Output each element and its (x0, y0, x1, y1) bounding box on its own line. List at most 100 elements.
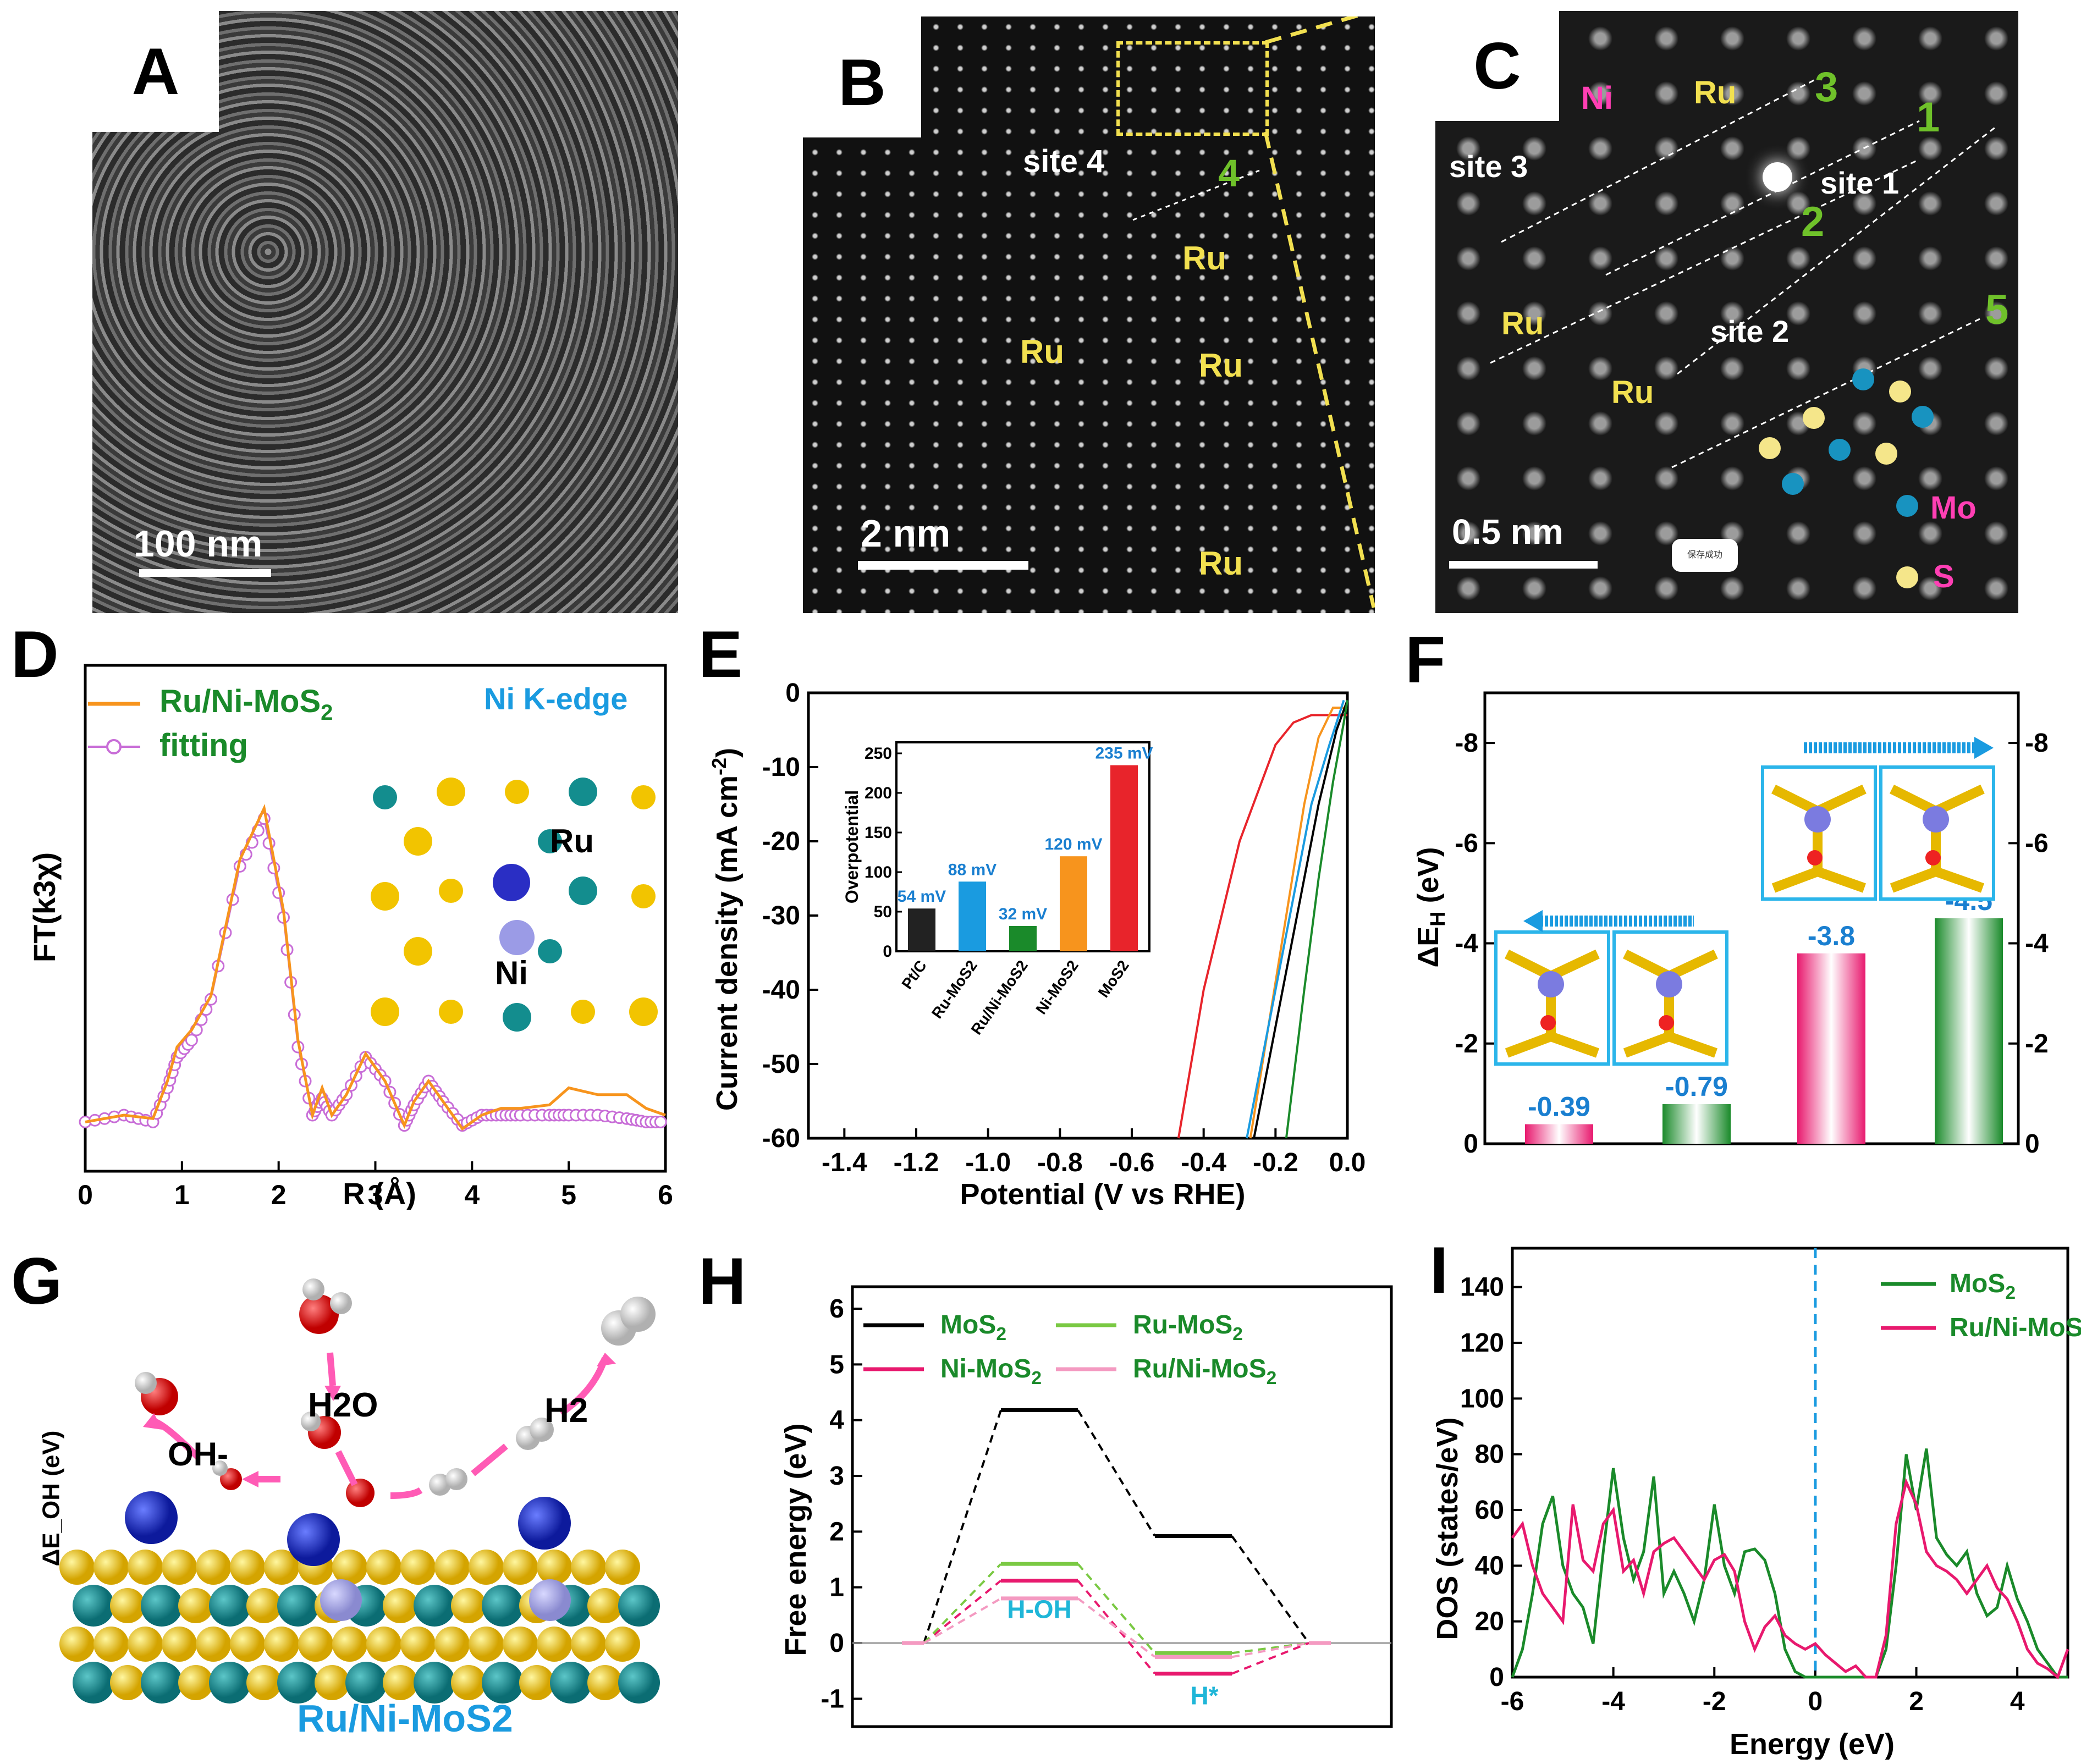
h2-atom (530, 1418, 554, 1442)
s-atom (93, 1627, 129, 1662)
s-atom (366, 1627, 401, 1662)
structure-inset (1494, 930, 1610, 1066)
mo-atom (1829, 439, 1851, 461)
h2-label: H2 (544, 1392, 588, 1430)
s-atom (110, 1588, 145, 1623)
arrow-step (471, 1443, 508, 1476)
s-atom (230, 1627, 265, 1662)
panel-label-g: G (11, 1244, 63, 1318)
s-atom (605, 1550, 640, 1585)
y-tick-label-i: 140 (1460, 1273, 1504, 1302)
y-tick-label-f-right: -8 (2025, 729, 2049, 758)
oh-h (135, 1372, 157, 1394)
s-atom (264, 1627, 299, 1662)
y-tick-label-e: -10 (762, 753, 800, 782)
inset-bar-label: 32 mV (999, 905, 1047, 923)
metal-atom (1656, 971, 1682, 997)
legend-mo-label: Mo (1930, 490, 1977, 526)
y-tick-label-f: -4 (1455, 929, 1478, 958)
x-tick-label-i: -6 (1501, 1687, 1524, 1716)
inset-bar (908, 908, 935, 951)
scale-bar-b (858, 561, 1028, 570)
y-tick-label-i: 40 (1475, 1551, 1504, 1580)
g-caption: Ru/Ni-MoS2 (297, 1697, 513, 1740)
y-tick-label-e: -50 (762, 1050, 800, 1079)
y-tick-label-i: 80 (1475, 1440, 1504, 1469)
bar-f (1935, 918, 2003, 1144)
mo-atom (1896, 495, 1918, 517)
xlabel-d: R (Å) (343, 1176, 416, 1210)
chart-e: Current density (mA cm-2) Potential (V v… (708, 679, 1366, 1210)
s-atom (196, 1627, 231, 1662)
mo-atom (141, 1585, 183, 1627)
s-atom (437, 778, 465, 806)
mo-atom (569, 877, 597, 905)
inset-bar (1009, 925, 1037, 951)
inset-category-label: MoS2 (1095, 957, 1132, 1001)
x-tick-label-d: 1 (174, 1179, 190, 1210)
s-atom (1803, 407, 1825, 429)
s-atom (537, 1627, 572, 1662)
s-atom (1889, 381, 1911, 403)
legend-i-label: Ru/Ni-MoS2 (1950, 1313, 2081, 1347)
axes-frame (1483, 691, 2020, 1145)
x-tick-label-e: -0.8 (1037, 1148, 1083, 1177)
fitting-marker (654, 1115, 667, 1128)
mo-atom (141, 1662, 183, 1704)
s-atom (178, 1588, 213, 1623)
s-atom (404, 827, 432, 856)
chart-f: ΔEH (eV) 0 0 -2 -2 -4 -4 -6 -6 -8 -8 -0.39 -0.79 -3.… (1412, 691, 2049, 1159)
y-tick-label-e: 0 (785, 679, 800, 708)
s-atom (571, 1000, 595, 1024)
h-atom (445, 1468, 467, 1490)
o-atom (1540, 1015, 1556, 1030)
site3-label: site 3 (1449, 149, 1528, 184)
ylabel-f: ΔEH (eV) (1412, 847, 1450, 967)
y-tick-label-f-right: -6 (2025, 829, 2049, 858)
o-atom (1925, 850, 1941, 866)
s-atom (178, 1665, 213, 1700)
ru-label-b3: Ru (1199, 347, 1243, 384)
s-atom (439, 879, 463, 903)
s-atom (1875, 443, 1897, 465)
oh2-h (212, 1460, 228, 1476)
y-tick-label-f-right: -2 (2025, 1029, 2049, 1059)
bar-label-f: -0.79 (1665, 1071, 1728, 1102)
site4-number: 4 (1218, 152, 1240, 195)
site-number-3: 3 (1815, 64, 1838, 111)
arrow-water-in (327, 1352, 336, 1386)
inset-y-tick-label: 200 (865, 784, 892, 802)
s-atom (246, 1665, 282, 1700)
y-tick-label-h: 2 (829, 1517, 844, 1546)
ru-atom (125, 1491, 178, 1544)
y-tick-label-h: 3 (829, 1462, 844, 1491)
s-atom (571, 1627, 606, 1662)
inset-y-tick-label: 250 (865, 745, 892, 763)
mo-atom (538, 939, 562, 963)
state-label-h: H* (1190, 1681, 1218, 1710)
x-tick-label-i: -4 (1601, 1687, 1625, 1716)
site-number-2: 2 (1801, 199, 1825, 245)
fitting-marker (185, 1034, 198, 1047)
ru-atom (518, 1497, 571, 1550)
panel-label-b: B (803, 16, 921, 137)
mo-atom (73, 1585, 114, 1627)
y-tick-label-h: 6 (829, 1294, 844, 1324)
arrow-step (390, 1487, 423, 1499)
s-atom (587, 1588, 623, 1623)
ylabel-e: Current density (mA cm-2) (708, 748, 744, 1111)
inset-bar (959, 881, 986, 951)
s-atom (383, 1665, 418, 1700)
x-tick-label-e: -0.4 (1181, 1148, 1226, 1177)
mo-atom (618, 1662, 660, 1704)
x-tick-label-e: -0.2 (1253, 1148, 1298, 1177)
line-ru-ni-mos2-connector (1077, 1597, 1156, 1658)
water2-h (301, 1412, 321, 1431)
s-atom (537, 1550, 572, 1585)
ru-label-c1: Ru (1694, 75, 1737, 111)
s-atom (1759, 437, 1781, 459)
s-atom (246, 1588, 282, 1623)
site-lines-c (1490, 76, 1997, 468)
mo-atom (482, 1585, 524, 1627)
panel-label-a: A (92, 11, 219, 132)
